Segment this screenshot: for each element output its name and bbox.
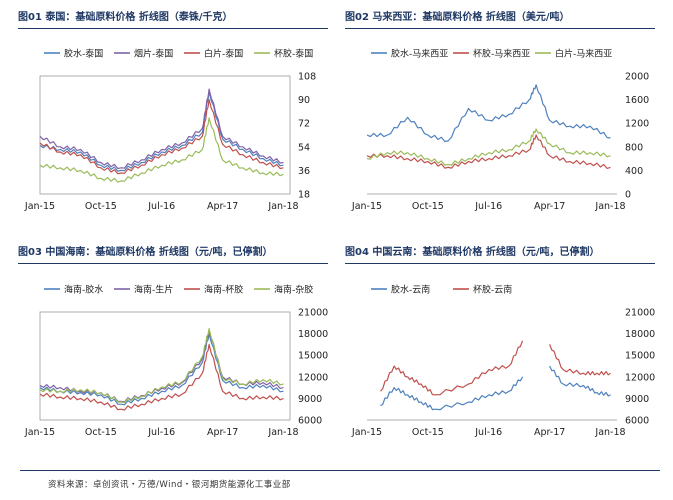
legend-label: 海南-杯胶 [204,284,243,296]
chart-title: 图01 泰国：基础原料价格 折线图（泰铢/千克） [18,12,233,23]
series-line [549,344,611,376]
y-tick-label: 21000 [625,308,655,319]
y-tick-label: 108 [298,72,316,83]
y-tick-label: 2000 [625,72,649,83]
legend-label: 杯胶-云南 [473,284,512,296]
series-line [366,84,611,143]
legend-label: 杯胶-泰国 [274,48,313,60]
x-tick-label: Jan-15 [24,427,55,438]
y-tick-label: 12000 [625,372,655,383]
series-line [366,134,611,169]
x-tick-label: Oct-15 [412,201,444,212]
title-divider [345,263,655,265]
chart-title: 图02 马来西亚：基础原料价格 折线图（美元/吨） [345,12,570,23]
series-line [380,340,524,396]
legend-label: 白片-马来西亚 [555,48,612,60]
y-tick-label: 12000 [298,372,328,383]
y-tick-label: 0 [625,190,631,201]
hainan-price-chart: 海南-胶水 海南-生片 海南-杯胶 海南-杂胶 6000 9000 12000 15000 18… [24,284,328,439]
title-divider [345,28,655,30]
y-tick-label: 90 [298,95,310,106]
y-tick-label: 6000 [298,416,322,427]
yunnan-price-chart: 胶水-云南 杯胶-云南 6000 9000 12000 15000 18000 21000 Ja… [351,284,655,439]
x-tick-label: Jan-15 [24,201,55,212]
series-line [39,343,284,411]
legend-label: 海南-生片 [134,284,173,296]
series-line [366,128,611,166]
legend-label: 海南-杂胶 [274,284,313,296]
footer-divider [20,470,660,471]
series-line [39,333,284,406]
x-tick-label: Jan-18 [267,201,298,212]
series-line [39,117,284,183]
y-tick-label: 18000 [625,329,655,340]
legend-label: 白片-泰国 [204,48,243,60]
legend-label: 烟片-泰国 [134,48,173,60]
x-tick-label: Apr-17 [534,427,565,438]
x-tick-label: Apr-17 [207,201,238,212]
chart-title: 图03 中国海南：基础原料价格 折线图（元/吨，已停割） [18,247,273,258]
y-tick-label: 6000 [625,416,649,427]
y-tick-label: 15000 [625,351,655,362]
source-note: 资料来源：卓创资讯・万德/Wind・银河期货能源化工事业部 [48,480,291,490]
y-tick-label: 9000 [625,394,649,405]
y-tick-label: 1600 [625,95,649,106]
x-tick-label: Oct-15 [412,427,444,438]
x-tick-label: Jul-16 [474,427,502,438]
y-tick-label: 21000 [298,308,328,319]
series-line [380,376,524,411]
legend-label: 杯胶-马来西亚 [473,48,530,60]
x-tick-label: Jul-16 [147,201,175,212]
x-tick-label: Jan-18 [267,427,298,438]
x-tick-label: Jan-15 [351,427,382,438]
y-tick-label: 18 [298,190,310,201]
y-tick-label: 9000 [298,394,322,405]
y-tick-label: 15000 [298,351,328,362]
x-tick-label: Oct-15 [85,201,117,212]
x-tick-label: Jul-16 [474,201,502,212]
chart-title: 图04 中国云南：基础原料价格 折线图（元/吨，已停割） [345,247,600,258]
series-line [39,328,284,404]
y-tick-label: 400 [625,166,643,177]
x-tick-label: Apr-17 [534,201,565,212]
plot-frame [39,311,291,421]
x-tick-label: Jan-18 [594,201,625,212]
legend-label: 胶水-马来西亚 [391,48,448,60]
y-tick-label: 72 [298,119,310,130]
legend-label: 胶水-泰国 [64,48,103,60]
legend-label: 胶水-云南 [391,284,430,296]
plot-frame [39,75,291,195]
thailand-price-chart: 胶水-泰国 烟片-泰国 白片-泰国 杯胶-泰国 18 36 54 72 90 108 Jan-15 O… [24,48,316,213]
x-tick-label: Jul-16 [147,427,175,438]
legend-label: 海南-胶水 [64,284,103,296]
x-tick-label: Oct-15 [85,427,117,438]
title-divider [18,28,328,30]
malaysia-price-chart: 胶水-马来西亚 杯胶-马来西亚 白片-马来西亚 0 400 800 1200 1600 2000… [351,48,649,213]
series-line [39,91,284,172]
series-line [549,365,611,397]
series-line [39,99,284,175]
x-tick-label: Jan-15 [351,201,382,212]
y-tick-label: 54 [298,142,310,153]
y-tick-label: 1200 [625,119,649,130]
y-tick-label: 800 [625,142,643,153]
x-tick-label: Jan-18 [594,427,625,438]
x-tick-label: Apr-17 [207,427,238,438]
y-tick-label: 36 [298,166,310,177]
title-divider [18,263,328,265]
y-tick-label: 18000 [298,329,328,340]
series-line [39,88,284,170]
